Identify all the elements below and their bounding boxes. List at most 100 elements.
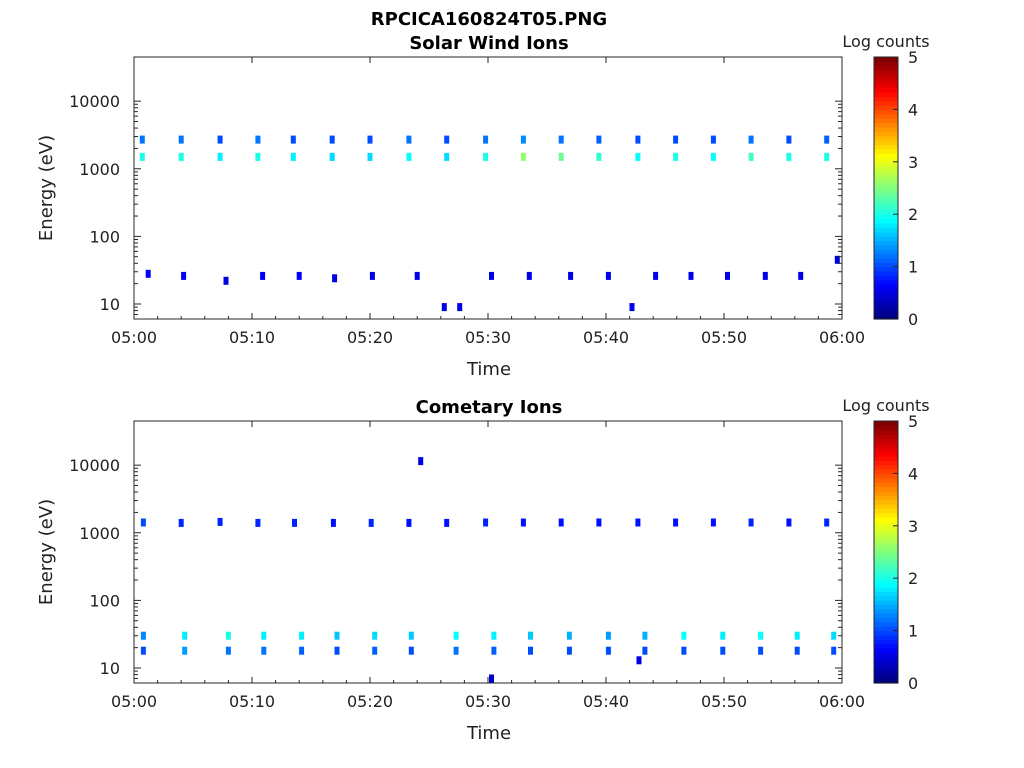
panel-title-solar-wind: Solar Wind Ions	[409, 33, 568, 54]
spectrogram-cell	[329, 135, 335, 144]
spectrogram-cell	[520, 518, 526, 527]
colorbar-segment	[874, 600, 898, 605]
x-tick-label: 05:20	[347, 692, 393, 711]
colorbar-segment	[874, 240, 898, 246]
x-tick-label: 06:00	[819, 328, 865, 347]
colorbar-segment	[874, 139, 898, 145]
spectrogram-cell	[681, 631, 687, 640]
colorbar-segment	[874, 434, 898, 440]
spectrogram-cell	[444, 152, 450, 161]
spectrogram-cell	[831, 646, 837, 655]
spectrogram-cell	[824, 135, 830, 144]
colorbar-segment	[874, 126, 898, 132]
spectrogram-cell	[457, 303, 463, 312]
x-tick-label: 05:20	[347, 328, 393, 347]
colorbar-segment	[874, 70, 898, 76]
spectrogram-cell	[635, 135, 641, 144]
colorbar-tick-label: 2	[908, 205, 918, 224]
colorbar-segment	[874, 499, 898, 505]
colorbar-segment	[874, 547, 898, 553]
spectrogram-cell	[255, 135, 261, 144]
plot-frame-solar-wind	[133, 56, 843, 320]
spectrogram-cell	[178, 135, 184, 144]
colorbar-segment	[874, 421, 898, 426]
colorbar-tick-label: 3	[908, 517, 918, 536]
x-tick-label: 05:40	[583, 692, 629, 711]
colorbar-segment	[874, 118, 898, 124]
colorbar-segment	[874, 521, 898, 527]
colorbar-segment	[874, 244, 898, 250]
colorbar-segment	[874, 560, 898, 566]
spectrogram-cell	[558, 135, 564, 144]
colorbar-tick-label: 3	[908, 153, 918, 172]
spectrogram-cell	[688, 271, 694, 280]
spectrogram-cell	[255, 518, 261, 527]
y-tick-label: 100	[89, 227, 120, 246]
colorbar-frame	[873, 56, 899, 320]
spectrogram-cell	[605, 646, 611, 655]
spectrogram-cell	[408, 631, 414, 640]
spectrogram-cell	[182, 646, 188, 655]
colorbar-segment	[874, 91, 898, 97]
spectrogram-cell	[748, 518, 754, 527]
colorbar-segment	[874, 482, 898, 488]
spectrogram-cell	[299, 646, 305, 655]
spectrogram-cell	[798, 271, 804, 280]
panel-solar-wind: Solar Wind Ions 05:00 05:10 05:20 05:30 05:4…	[36, 32, 930, 380]
spectrogram-cell	[558, 152, 564, 161]
colorbar-segment	[874, 604, 898, 610]
colorbar-segment	[874, 517, 898, 523]
spectrogram-cell	[528, 646, 533, 655]
colorbar-segment	[874, 74, 898, 80]
colorbar-segment	[874, 639, 898, 645]
colorbar-segment	[874, 464, 898, 470]
spectrogram-cell	[720, 646, 726, 655]
colorbar-segment	[874, 586, 898, 592]
spectrogram-cell	[260, 271, 266, 280]
colorbar-tick-label: 0	[908, 310, 918, 329]
colorbar-segment	[874, 556, 898, 562]
x-tick-label: 05:10	[229, 692, 275, 711]
colorbar-segment	[874, 447, 898, 453]
x-tick-label: 05:40	[583, 328, 629, 347]
spectrogram-cell	[635, 152, 641, 161]
spectrogram-cell	[225, 631, 231, 640]
colorbar-segment	[874, 591, 898, 597]
x-tick-label: 05:00	[111, 328, 157, 347]
x-tick-label: 05:50	[701, 692, 747, 711]
colorbar-segment	[874, 530, 898, 536]
y-axis-label-solar-wind: Energy (eV)	[36, 135, 57, 241]
colorbar-segment	[874, 275, 898, 281]
colorbar-segment	[874, 473, 898, 479]
spectrogram-cell	[758, 646, 764, 655]
spectrogram-cell	[406, 135, 412, 144]
spectrogram-cell	[673, 152, 679, 161]
colorbar-segment	[874, 508, 898, 514]
colorbar-segment	[874, 262, 898, 268]
spectrogram-cell	[182, 631, 188, 640]
spectrogram-cell	[367, 135, 373, 144]
colorbar-segment	[874, 196, 898, 202]
spectrogram-cell	[181, 271, 187, 280]
colorbar-segment	[874, 669, 898, 675]
colorbar-segment	[874, 87, 898, 93]
x-axis-label-solar-wind: Time	[466, 359, 511, 380]
colorbar-segment	[874, 174, 898, 180]
spectrogram-cell	[491, 646, 497, 655]
x-tick-label: 06:00	[819, 692, 865, 711]
y-tick-label: 10000	[69, 456, 120, 475]
colorbar-frame	[873, 420, 899, 684]
colorbar-segment	[874, 279, 898, 285]
spectrogram-cell	[139, 135, 145, 144]
colorbar-segment	[874, 674, 898, 680]
colorbar-segment	[874, 179, 898, 185]
colorbar-segment	[874, 438, 898, 444]
colorbar-segment	[874, 451, 898, 457]
colorbar-segment	[874, 153, 898, 159]
spectrogram-cell	[369, 271, 375, 280]
colorbar-segment	[874, 284, 898, 290]
spectrogram-cell	[558, 518, 564, 527]
axis-ticks-solar-wind: 05:00 05:10 05:20 05:30 05:40 05:50 06:00 10 100…	[69, 57, 865, 347]
colorbar-segment	[874, 218, 898, 224]
colorbar-segment	[874, 621, 898, 627]
